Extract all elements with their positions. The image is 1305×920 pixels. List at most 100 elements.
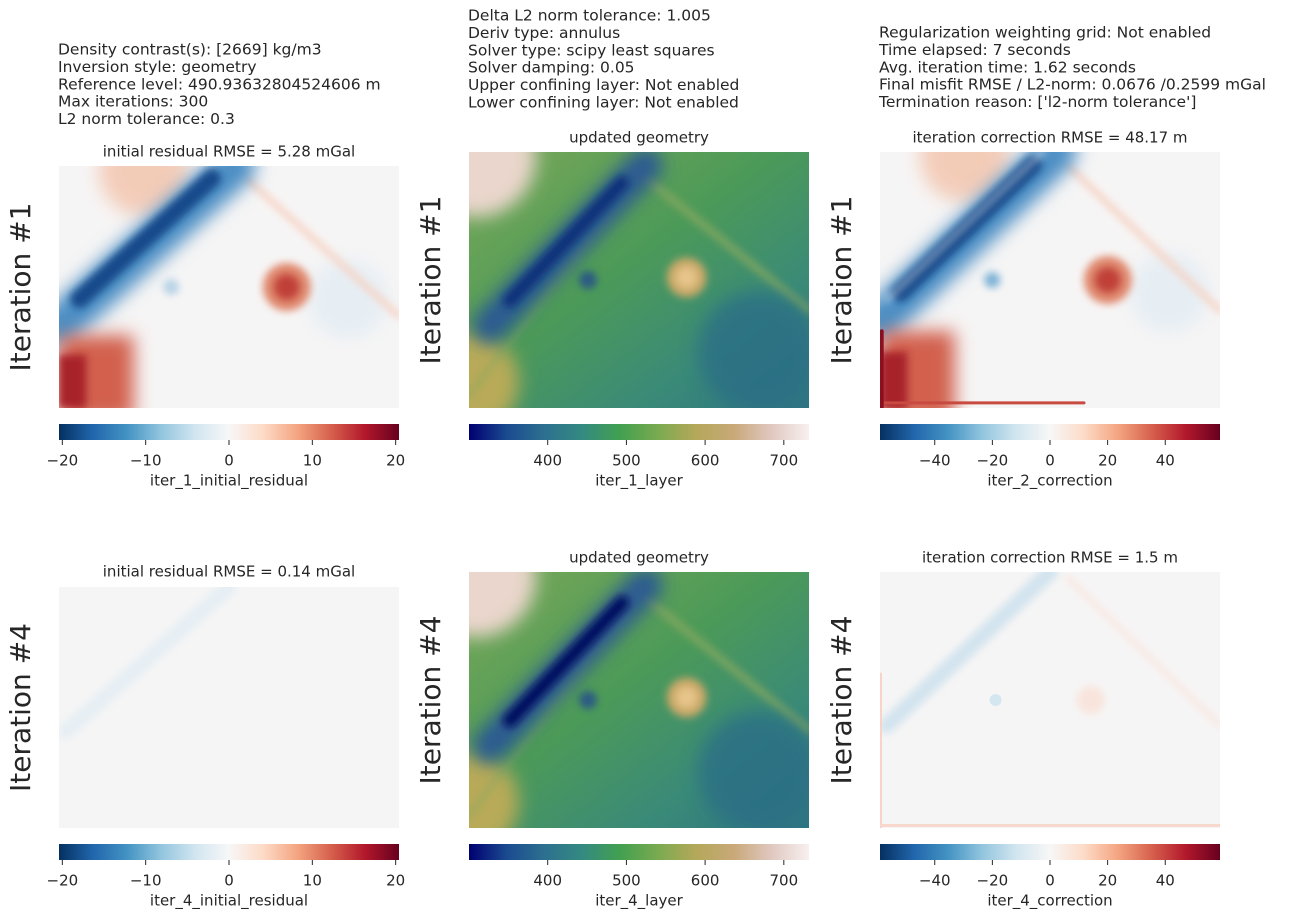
field-feature [920,152,1010,203]
colorbar-tick-label: 10 [303,452,322,470]
row-label: Iteration #1 [4,203,37,372]
field-feature [989,694,1002,706]
annotation: Regularization weighting grid: Not enabl… [879,24,1211,42]
field-feature [469,332,519,408]
colorbar-tick-label: 600 [691,452,720,470]
field-feature [579,691,597,709]
annotation: Max iterations: 300 [58,93,208,111]
annotation: Inversion style: geometry [58,58,257,76]
field-feature [675,686,698,709]
heatmap-image [880,572,1220,828]
colorbar-tick-label: 600 [691,872,720,890]
colorbar [469,424,809,440]
colorbar-tick-label: 20 [1098,452,1117,470]
field-feature [59,587,237,740]
panel-title: updated geometry [569,549,709,567]
annotation: Solver damping: 0.05 [468,59,635,77]
annotation: Termination reason: ['l2-norm tolerance'… [878,93,1196,111]
colorbar-label: iter_2_correction [987,472,1112,491]
field-feature [579,271,597,289]
annotation: Solver type: scipy least squares [468,41,715,59]
row-label: Iteration #1 [414,196,447,365]
colorbar-tick-label: −20 [977,452,1009,470]
annotation: Upper confining layer: Not enabled [468,76,739,94]
field-feature [243,175,399,320]
field-feature [1129,252,1209,333]
row-label: Iteration #4 [4,623,37,792]
colorbar-tick-label: −20 [977,872,1009,890]
colorbar-tick-label: −20 [47,452,79,470]
panel-title: iteration correction RMSE = 1.5 m [922,549,1178,567]
field-feature [880,572,1058,734]
colorbar-tick-label: 500 [612,452,641,470]
panel-title: updated geometry [569,129,709,147]
heatmap-image [59,587,399,828]
field-feature [880,572,1220,828]
heatmap-image [469,152,809,408]
field-feature [1076,686,1105,714]
panel-title: initial residual RMSE = 0.14 mGal [103,563,355,581]
colorbar-tick-label: −40 [919,872,951,890]
panel-title: initial residual RMSE = 5.28 mGal [103,143,355,161]
row-label: Iteration #4 [414,616,447,785]
field-feature [698,711,809,828]
field-feature [698,291,809,408]
colorbar [880,844,1220,860]
field-feature [502,595,629,728]
field-feature [891,155,1042,302]
field-feature [469,752,519,828]
annotation: Deriv type: annulus [468,24,620,42]
field-feature [1065,575,1220,728]
panel-title: iteration correction RMSE = 48.17 m [912,129,1187,147]
annotation: Final misfit RMSE / L2-norm: 0.0676 /0.2… [879,76,1266,94]
colorbar-tick-label: 400 [533,872,562,890]
field-feature [502,175,629,308]
field-feature [1064,161,1220,314]
colorbar-tick-label: 500 [612,872,641,890]
annotation: L2 norm tolerance: 0.3 [58,110,235,128]
annotation: Time elapsed: 7 seconds [878,41,1071,59]
colorbar [59,424,399,440]
colorbar-tick-label: 20 [1098,872,1117,890]
field-feature [635,588,809,735]
colorbar-tick-label: 20 [386,452,405,470]
heatmap-image [469,572,809,828]
colorbar-label: iter_4_initial_residual [150,892,308,911]
field-feature [1094,267,1121,293]
colorbar-tick-label: −20 [47,872,79,890]
field-feature [59,587,399,828]
colorbar-tick-label: 0 [1045,872,1055,890]
colorbar-tick-label: 0 [1045,452,1055,470]
field-feature [469,572,536,638]
colorbar-label: iter_4_layer [595,892,683,911]
colorbar-tick-label: −10 [130,872,162,890]
field-feature [880,351,908,408]
row-label: Iteration #4 [825,616,858,785]
annotation: Delta L2 norm tolerance: 1.005 [468,7,711,25]
annotation: Reference level: 490.93632804524606 m [58,75,381,93]
colorbar-tick-label: 20 [386,872,405,890]
colorbar-tick-label: 0 [224,872,234,890]
colorbar [59,844,399,860]
field-feature [635,168,809,315]
colorbar-tick-label: 40 [1156,872,1175,890]
field-feature [163,279,180,295]
colorbar-tick-label: −10 [130,452,162,470]
field-feature [885,152,1045,302]
colorbar [880,424,1220,440]
colorbar [469,844,809,860]
colorbar-tick-label: 700 [769,452,798,470]
colorbar-tick-label: 40 [1156,452,1175,470]
field-feature [70,169,221,309]
colorbar-label: iter_1_layer [595,472,683,491]
field-feature [984,272,1001,288]
field-feature [675,266,698,289]
colorbar-tick-label: 0 [224,452,234,470]
heatmap-image [880,152,1220,408]
heatmap-image [59,166,399,408]
field-feature [59,354,87,408]
field-feature [308,259,388,340]
annotation: Lower confining layer: Not enabled [468,94,739,112]
colorbar-label: iter_4_correction [987,892,1112,911]
